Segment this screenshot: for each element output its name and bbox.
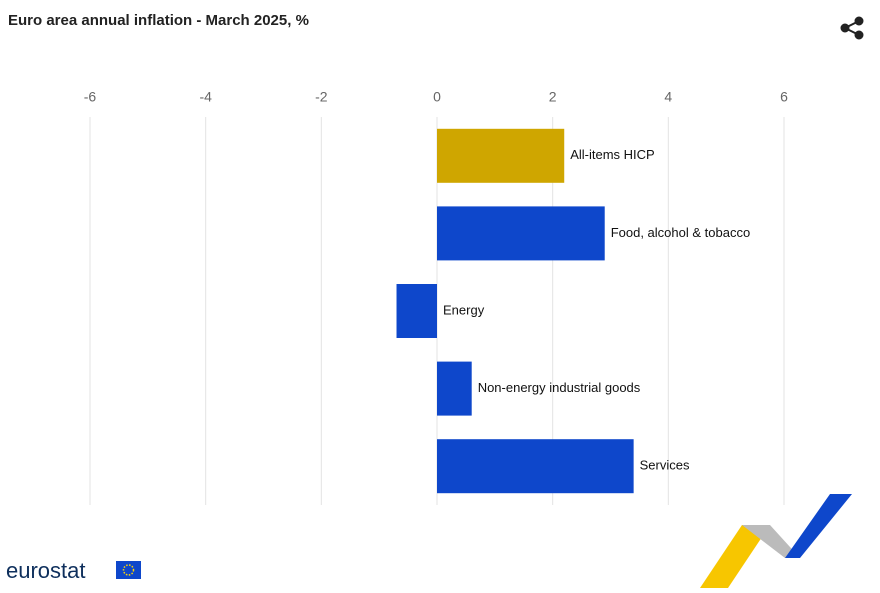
eu-flag xyxy=(116,561,141,579)
bar xyxy=(437,206,605,261)
category-label: All-items HICP xyxy=(570,147,655,162)
x-tick-label: 6 xyxy=(780,89,788,105)
bar xyxy=(437,128,565,183)
category-label: Energy xyxy=(443,302,485,317)
share-line xyxy=(844,27,860,36)
bar xyxy=(437,361,472,416)
decor xyxy=(785,494,852,558)
x-tick-label: 2 xyxy=(549,89,557,105)
chart-title: Euro area annual inflation - March 2025,… xyxy=(8,12,309,29)
x-tick-label: 0 xyxy=(433,89,441,105)
share-button[interactable] xyxy=(840,16,864,40)
decor xyxy=(700,525,770,588)
x-tick-label: -2 xyxy=(315,89,328,105)
bar xyxy=(437,439,634,494)
x-tick-label: -6 xyxy=(84,89,97,105)
category-label: Non-energy industrial goods xyxy=(478,380,641,395)
category-label: Services xyxy=(640,458,690,473)
eu-stars xyxy=(122,564,135,576)
x-tick-label: 4 xyxy=(664,89,672,105)
logo-text: eurostat xyxy=(6,558,86,583)
decor xyxy=(742,525,800,558)
share-line xyxy=(844,20,860,29)
category-label: Food, alcohol & tobacco xyxy=(611,225,750,240)
x-tick-label: -4 xyxy=(199,89,212,105)
bar xyxy=(396,284,437,338)
